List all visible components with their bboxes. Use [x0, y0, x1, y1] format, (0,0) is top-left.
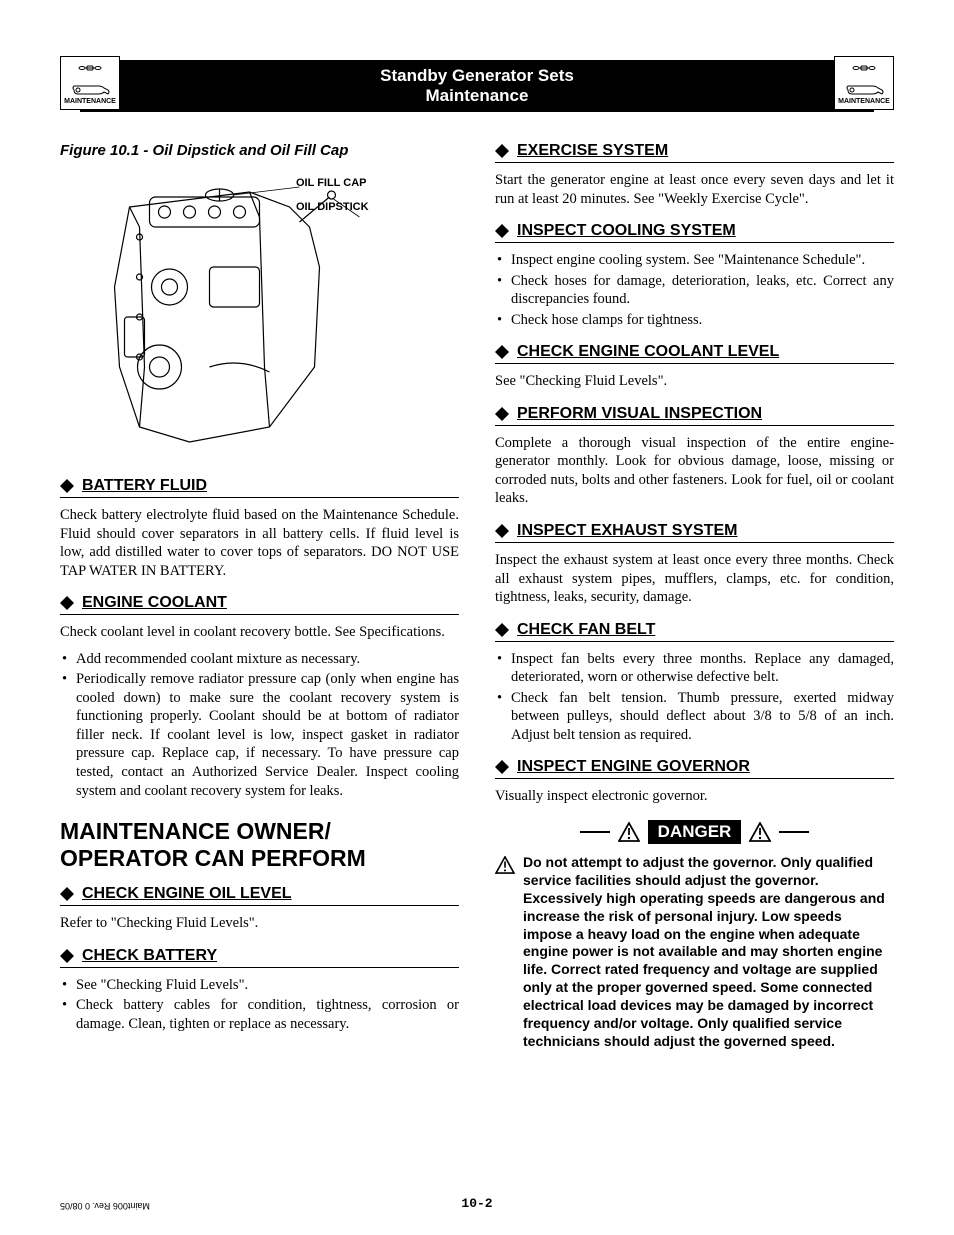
diamond-icon: [495, 524, 509, 538]
body-text: Start the generator engine at least once…: [495, 171, 894, 208]
bullet-list: Inspect engine cooling system. See "Main…: [495, 251, 894, 329]
warning-icon: [495, 856, 515, 874]
maintenance-icon: MAINTENANCE: [60, 56, 120, 110]
section-title: EXERCISE SYSTEM: [517, 142, 668, 160]
list-item: Inspect fan belts every three months. Re…: [495, 650, 894, 687]
body-text: Check battery electrolyte fluid based on…: [60, 506, 459, 580]
list-item: See "Checking Fluid Levels".: [60, 976, 459, 995]
right-column: EXERCISE SYSTEM Start the generator engi…: [495, 142, 894, 1051]
maintenance-icon: MAINTENANCE: [834, 56, 894, 110]
list-item: Check hose clamps for tightness.: [495, 311, 894, 330]
list-item: Check hoses for damage, deterioration, l…: [495, 272, 894, 309]
page-number: 10-2: [461, 1196, 492, 1211]
diamond-icon: [495, 224, 509, 238]
label-oil-dipstick: OIL DIPSTICK: [296, 201, 369, 213]
section-fan-belt: CHECK FAN BELT: [495, 621, 894, 642]
diamond-icon: [495, 760, 509, 774]
section-title: CHECK FAN BELT: [517, 621, 655, 639]
section-engine-coolant: ENGINE COOLANT: [60, 594, 459, 615]
list-item: Periodically remove radiator pressure ca…: [60, 670, 459, 800]
body-text: Check coolant level in coolant recovery …: [60, 623, 459, 642]
section-check-oil: CHECK ENGINE OIL LEVEL: [60, 885, 459, 906]
label-oil-fill-cap: OIL FILL CAP: [296, 177, 367, 189]
section-exhaust: INSPECT EXHAUST SYSTEM: [495, 522, 894, 543]
section-check-battery: CHECK BATTERY: [60, 947, 459, 968]
warning-icon: [618, 822, 640, 842]
section-visual-inspection: PERFORM VISUAL INSPECTION: [495, 405, 894, 426]
body-text: See "Checking Fluid Levels".: [495, 372, 894, 391]
warning-block: Do not attempt to adjust the governor. O…: [495, 854, 894, 1051]
header-title-1: Standby Generator Sets: [80, 66, 874, 86]
danger-label: DANGER: [648, 820, 742, 844]
section-check-coolant-level: CHECK ENGINE COOLANT LEVEL: [495, 343, 894, 364]
revision-code: Maint006 Rev. 0 08/05: [60, 1201, 150, 1211]
section-title: INSPECT ENGINE GOVERNOR: [517, 758, 750, 776]
diamond-icon: [495, 407, 509, 421]
header-title-2: Maintenance: [80, 86, 874, 106]
body-text: Complete a thorough visual inspection of…: [495, 434, 894, 508]
bullet-list: Inspect fan belts every three months. Re…: [495, 650, 894, 745]
bullet-list: See "Checking Fluid Levels". Check batte…: [60, 976, 459, 1034]
warning-icon: [749, 822, 771, 842]
body-text: Refer to "Checking Fluid Levels".: [60, 914, 459, 933]
left-column: Figure 10.1 - Oil Dipstick and Oil Fill …: [60, 142, 459, 1051]
diamond-icon: [60, 949, 74, 963]
bullet-list: Add recommended coolant mixture as neces…: [60, 650, 459, 800]
section-title: BATTERY FLUID: [82, 477, 207, 495]
rule-line: [580, 831, 610, 833]
icon-label: MAINTENANCE: [838, 98, 890, 105]
engine-figure: OIL FILL CAP OIL DIPSTICK: [60, 167, 459, 457]
diamond-icon: [60, 479, 74, 493]
content-columns: Figure 10.1 - Oil Dipstick and Oil Fill …: [60, 142, 894, 1051]
section-inspect-cooling: INSPECT COOLING SYSTEM: [495, 222, 894, 243]
rule-line: [779, 831, 809, 833]
icon-label: MAINTENANCE: [64, 98, 116, 105]
list-item: Add recommended coolant mixture as neces…: [60, 650, 459, 669]
section-battery-fluid: BATTERY FLUID: [60, 477, 459, 498]
section-governor: INSPECT ENGINE GOVERNOR: [495, 758, 894, 779]
diamond-icon: [495, 623, 509, 637]
page-footer: Maint006 Rev. 0 08/05 10-2: [60, 1201, 894, 1211]
body-text: Visually inspect electronic governor.: [495, 787, 894, 806]
list-item: Inspect engine cooling system. See "Main…: [495, 251, 894, 270]
section-title: CHECK ENGINE OIL LEVEL: [82, 885, 292, 903]
figure-caption: Figure 10.1 - Oil Dipstick and Oil Fill …: [60, 142, 459, 159]
list-item: Check battery cables for condition, tigh…: [60, 996, 459, 1033]
major-heading: MAINTENANCE OWNER/ OPERATOR CAN PERFORM: [60, 818, 459, 871]
section-title: INSPECT EXHAUST SYSTEM: [517, 522, 737, 540]
warning-text: Do not attempt to adjust the governor. O…: [523, 854, 894, 1051]
diamond-icon: [60, 596, 74, 610]
diamond-icon: [495, 345, 509, 359]
section-title: CHECK BATTERY: [82, 947, 217, 965]
diamond-icon: [60, 887, 74, 901]
section-title: INSPECT COOLING SYSTEM: [517, 222, 736, 240]
danger-banner: DANGER: [495, 820, 894, 844]
section-title: CHECK ENGINE COOLANT LEVEL: [517, 343, 779, 361]
page-header: MAINTENANCE Standby Generator Sets Maint…: [80, 60, 874, 112]
list-item: Check fan belt tension. Thumb pressure, …: [495, 689, 894, 745]
diamond-icon: [495, 144, 509, 158]
section-exercise: EXERCISE SYSTEM: [495, 142, 894, 163]
section-title: ENGINE COOLANT: [82, 594, 227, 612]
section-title: PERFORM VISUAL INSPECTION: [517, 405, 762, 423]
body-text: Inspect the exhaust system at least once…: [495, 551, 894, 607]
